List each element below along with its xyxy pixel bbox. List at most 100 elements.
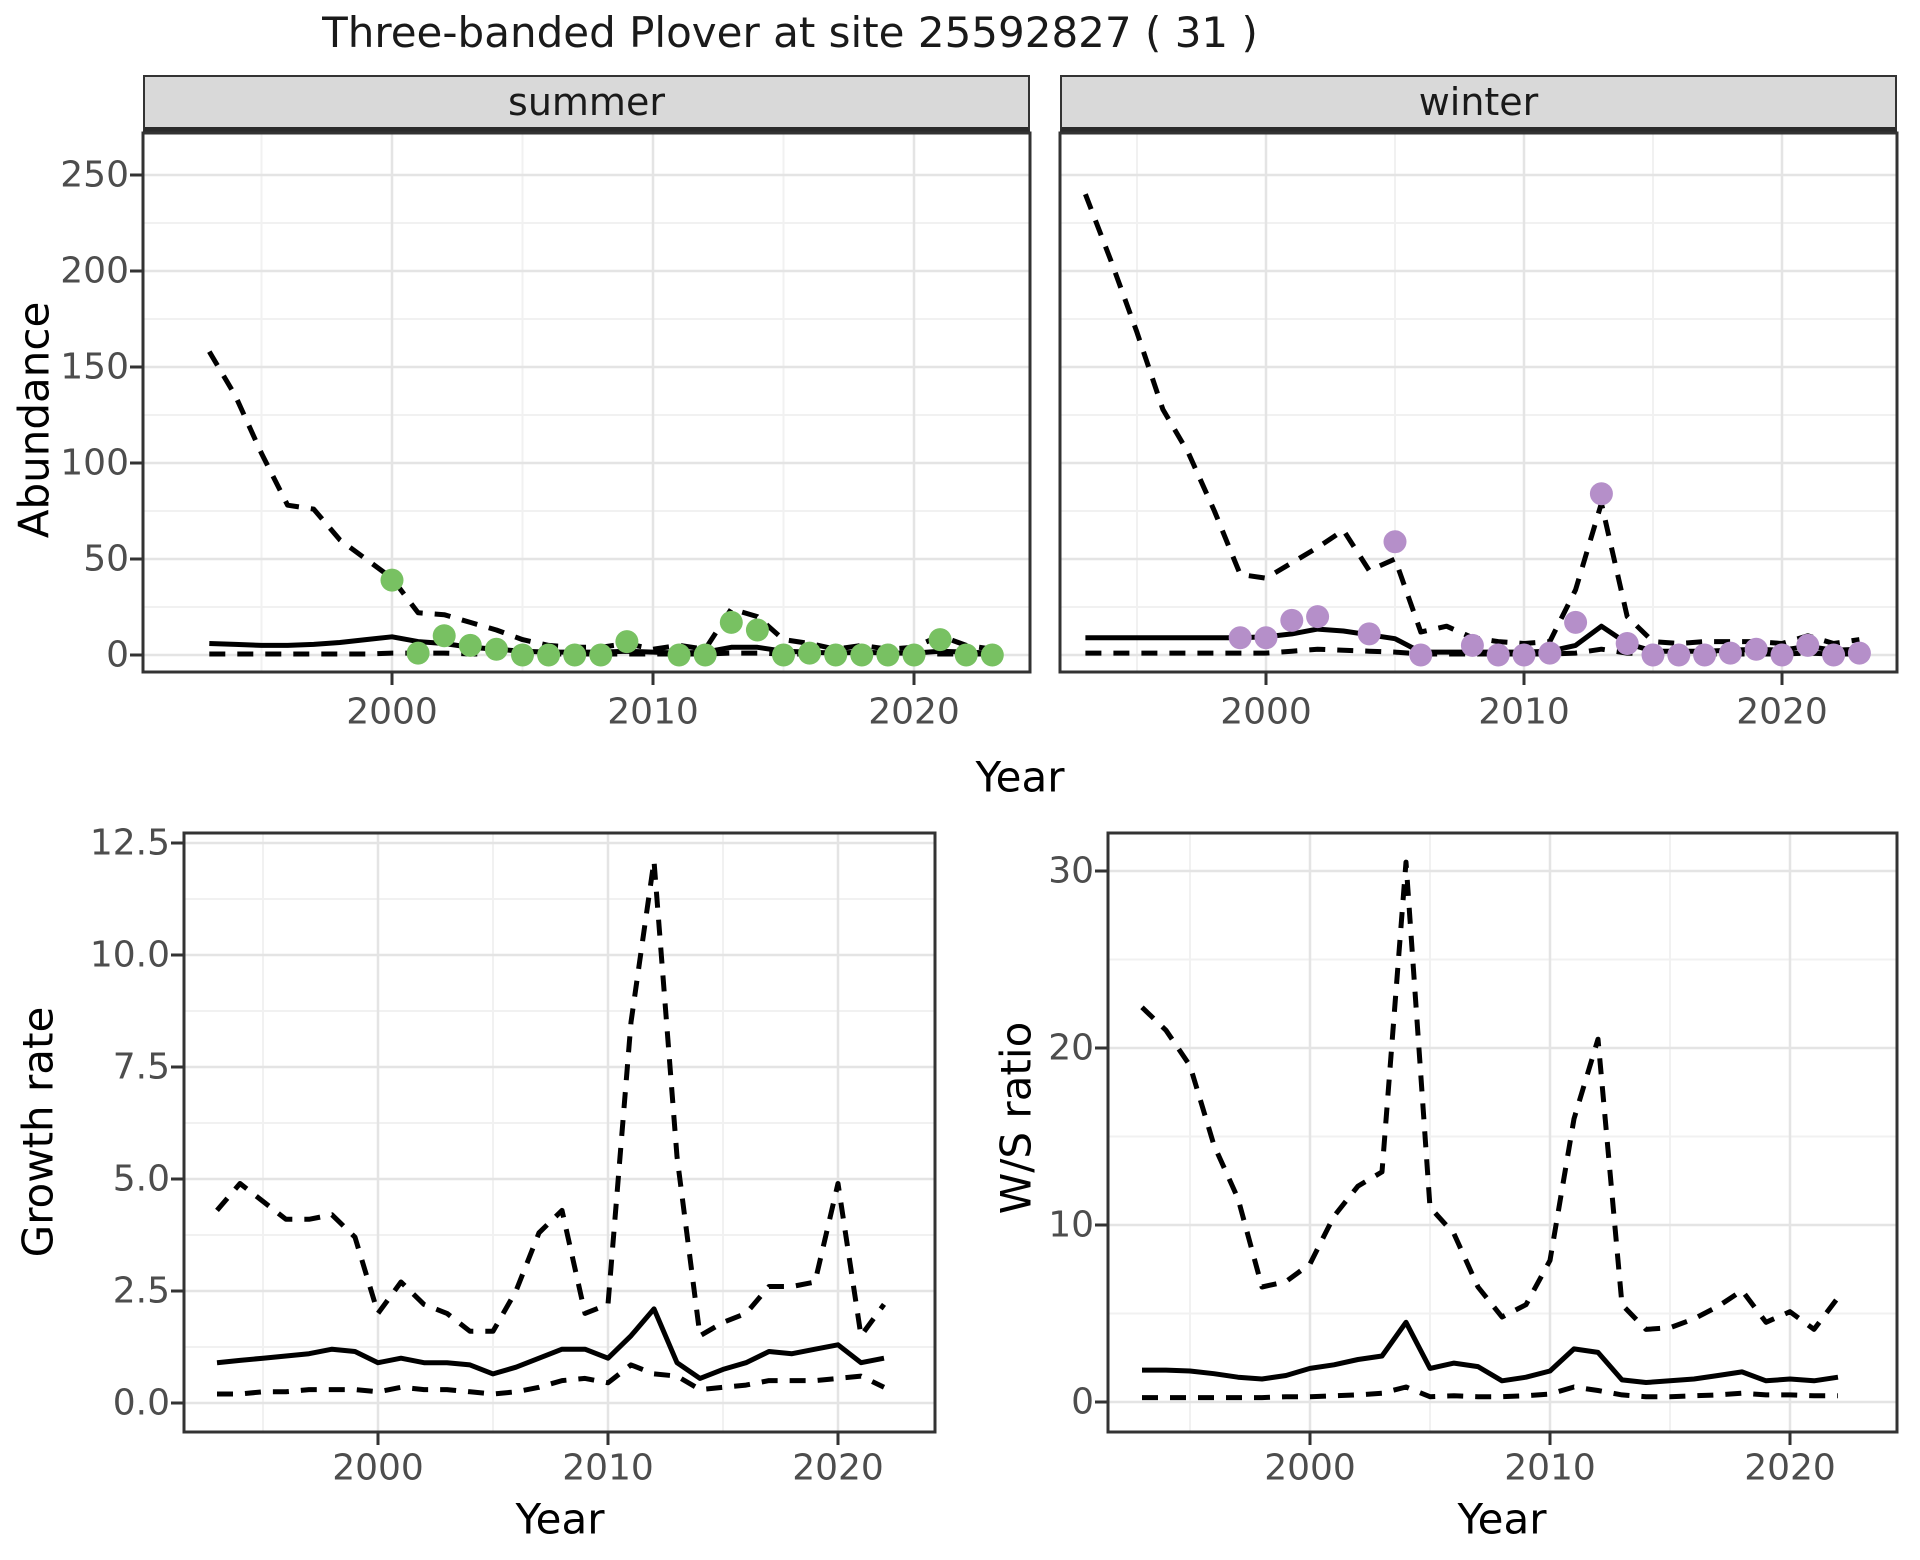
winter_abundance-observed_count-dot — [1254, 626, 1278, 650]
panel-ws_ratio — [1095, 831, 1899, 1445]
summer_abundance-y-tick-label: 200 — [60, 250, 129, 292]
growth_rate-y-tick-label: 12.5 — [89, 822, 170, 864]
summer_abundance-y-tick-label: 250 — [60, 154, 129, 196]
summer_abundance-observed_count-dot — [458, 633, 482, 657]
summer_abundance-x-tick-label: 2020 — [868, 691, 960, 733]
growth_rate-panel-border — [182, 831, 937, 1434]
panel-growth_rate — [171, 831, 937, 1445]
top-shared-x-axis-title: Year — [975, 752, 1065, 802]
facet-strip-winter-label: winter — [1418, 80, 1539, 124]
winter_abundance-x-tick-label: 2020 — [1736, 691, 1828, 733]
winter_abundance-x-tick-label: 2010 — [1478, 691, 1570, 733]
winter_abundance-observed_count-dot — [1460, 633, 1484, 657]
summer_abundance-x-tick-label: 2000 — [346, 691, 438, 733]
winter_abundance-observed_count-dot — [1280, 608, 1304, 632]
winter_abundance-observed_count-dot — [1564, 610, 1588, 634]
winter_abundance-observed_count-dot — [1512, 643, 1536, 667]
summer_abundance-observed_count-dot — [850, 643, 874, 667]
ws_ratio-x-tick-label: 2000 — [1264, 1447, 1356, 1489]
ws_ratio-lower_95_ci-line — [1142, 1384, 1838, 1401]
summer_abundance-observed_count-dot — [693, 643, 717, 667]
summer_abundance-observed_count-dot — [745, 618, 769, 642]
winter_abundance-observed_count-dot — [1486, 643, 1510, 667]
summer_abundance-observed_count-dot — [719, 610, 743, 634]
growth-rate-x-axis-title: Year — [515, 1494, 605, 1544]
winter_abundance-x-tick-label: 2000 — [1220, 691, 1312, 733]
winter_abundance-observed_count-dot — [1383, 530, 1407, 554]
summer_abundance-observed_count-dot — [406, 641, 430, 665]
summer_abundance-observed_count-dot — [537, 643, 561, 667]
summer_abundance-observed_count-dot — [484, 637, 508, 661]
growth_rate-y-tick-label: 5.0 — [112, 1158, 170, 1200]
winter_abundance-observed_count-dot — [1796, 633, 1820, 657]
winter_abundance-data — [1083, 193, 1871, 667]
ws_ratio-upper_95_ci-line — [1140, 859, 1840, 1332]
ws_ratio-y-tick-label: 10 — [1048, 1204, 1094, 1246]
panel-summer_abundance — [130, 131, 1032, 685]
summer_abundance-axis-ticks — [130, 173, 916, 685]
ws_ratio-panel-border — [1106, 831, 1899, 1434]
growth_rate-y-tick-label: 2.5 — [112, 1270, 170, 1312]
growth_rate-y-tick-label: 0.0 — [112, 1382, 170, 1424]
winter_abundance-observed_count-dot — [1744, 637, 1768, 661]
growth_rate-x-tick-label: 2010 — [562, 1447, 654, 1489]
winter_abundance-observed_count-dot — [1589, 482, 1613, 506]
facet-strip-summer: summer — [143, 75, 1030, 133]
winter_abundance-observed_count-dot — [1228, 626, 1252, 650]
winter_abundance-observed_count-dot — [1718, 641, 1742, 665]
summer_abundance-x-tick-label: 2010 — [607, 691, 699, 733]
growth_rate-upper_95_ci-line — [215, 858, 887, 1339]
summer_abundance-observed_count-dot — [667, 643, 691, 667]
winter_abundance-observed_count-dot — [1641, 643, 1665, 667]
summer_abundance-y-tick-label: 150 — [60, 346, 129, 388]
ws_ratio-median-line — [1142, 1319, 1839, 1385]
ws_ratio-gridlines — [1108, 833, 1897, 1432]
winter_abundance-axis-ticks — [1264, 672, 1784, 685]
panel-winter_abundance — [1058, 131, 1899, 685]
summer_abundance-panel-border — [141, 131, 1032, 674]
growth_rate-y-tick-label: 10.0 — [89, 934, 170, 976]
growth_rate-x-tick-label: 2000 — [332, 1447, 424, 1489]
summer_abundance-data — [207, 350, 1004, 667]
ws_ratio-data — [1140, 859, 1840, 1401]
summer_abundance-y-tick-label: 0 — [106, 634, 129, 676]
winter_abundance-observed_count-dot — [1306, 605, 1330, 629]
ws_ratio-y-tick-label: 0 — [1071, 1381, 1094, 1423]
page-title: Three-banded Plover at site 25592827 ( 3… — [322, 8, 1258, 57]
winter_abundance-observed_count-dot — [1538, 641, 1562, 665]
growth_rate-data — [215, 858, 887, 1397]
summer_abundance-upper_95_ci-line — [207, 350, 993, 652]
summer_abundance-observed_count-dot — [980, 643, 1004, 667]
facet-strip-winter: winter — [1060, 75, 1897, 133]
summer_abundance-y-tick-label: 100 — [60, 442, 129, 484]
ws-ratio-x-axis-title: Year — [1457, 1494, 1547, 1544]
growth_rate-x-tick-label: 2020 — [792, 1447, 884, 1489]
summer_abundance-observed_count-dot — [380, 568, 404, 592]
summer_abundance-observed_count-dot — [615, 630, 639, 654]
growth_rate-median-line — [216, 1306, 885, 1381]
winter_abundance-observed_count-dot — [1409, 643, 1433, 667]
summer_abundance-observed_count-dot — [798, 641, 822, 665]
summer_abundance-observed_count-dot — [563, 643, 587, 667]
winter_abundance-observed_count-dot — [1667, 643, 1691, 667]
growth_rate-gridlines — [184, 833, 935, 1432]
winter_abundance-gridlines — [1060, 133, 1897, 672]
ws_ratio-axis-ticks — [1095, 869, 1792, 1445]
winter_abundance-panel-border — [1058, 131, 1899, 674]
summer_abundance-observed_count-dot — [772, 643, 795, 667]
ws_ratio-y-tick-label: 20 — [1048, 1027, 1094, 1069]
summer_abundance-observed_count-dot — [511, 643, 534, 667]
summer_abundance-y-tick-label: 50 — [83, 538, 129, 580]
winter_abundance-observed_count-dot — [1693, 643, 1717, 667]
summer_abundance-observed_count-dot — [589, 643, 613, 667]
winter_abundance-observed_count-dot — [1770, 643, 1794, 667]
ws_ratio-x-tick-label: 2010 — [1504, 1447, 1596, 1489]
summer_abundance-observed_count-dot — [902, 643, 926, 667]
summer_abundance-gridlines — [143, 133, 1030, 672]
growth_rate-lower_95_ci-line — [217, 1362, 886, 1397]
summer_abundance-observed_count-dot — [432, 624, 456, 648]
facet-strip-summer-label: summer — [508, 80, 665, 124]
summer_abundance-observed_count-dot — [876, 643, 900, 667]
